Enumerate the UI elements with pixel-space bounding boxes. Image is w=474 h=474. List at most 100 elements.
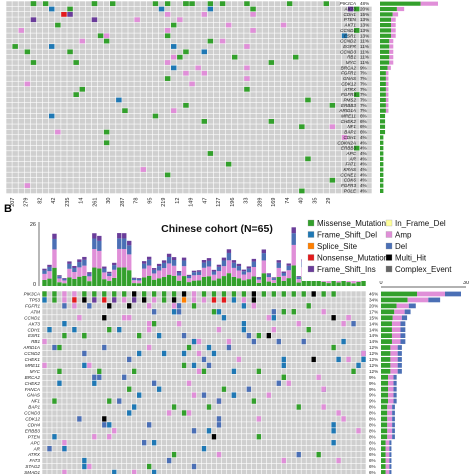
- grid-cell: [140, 156, 146, 162]
- grid-cell: [250, 65, 256, 71]
- sample-bar-segment: [72, 265, 77, 268]
- grid-cell: [326, 344, 331, 351]
- sample-bar-segment: [236, 266, 242, 271]
- grid-cell: [116, 12, 122, 17]
- mutation-cell: [311, 356, 316, 363]
- grid-cell: [195, 135, 201, 140]
- grid-cell: [158, 188, 165, 194]
- grid-cell: [201, 76, 207, 81]
- grid-cell: [82, 392, 87, 398]
- grid-cell: [241, 440, 247, 446]
- sample-bar-segment: [331, 280, 336, 286]
- sample-bar-segment: [266, 281, 271, 286]
- grid-cell: [323, 156, 329, 162]
- frequency-bar-del: [397, 368, 402, 374]
- grid-cell: [201, 151, 207, 156]
- grid-cell: [299, 183, 305, 188]
- grid-cell: [103, 86, 110, 92]
- grid-cell: [49, 38, 55, 44]
- grid-cell: [116, 28, 122, 33]
- grid-cell: [6, 161, 12, 167]
- grid-cell: [281, 416, 286, 422]
- frequency-bar-del: [408, 303, 416, 309]
- frequency-bar-missense: [381, 291, 417, 297]
- grid-cell: [156, 362, 162, 369]
- grid-cell: [219, 44, 226, 49]
- gene-label: FGFR4: [341, 92, 357, 97]
- grid-cell: [335, 6, 342, 12]
- grid-cell: [231, 344, 237, 351]
- grid-cell: [246, 309, 252, 315]
- gene-label: ATRX: [27, 452, 41, 457]
- grid-cell: [206, 392, 212, 398]
- grid-cell: [30, 65, 37, 71]
- grid-cell: [42, 102, 49, 108]
- grid-cell: [102, 463, 107, 470]
- grid-cell: [276, 457, 281, 464]
- grid-cell: [134, 183, 140, 188]
- grid-cell: [280, 145, 287, 151]
- grid-cell: [207, 86, 214, 92]
- grid-cell: [92, 398, 97, 404]
- grid-cell: [116, 177, 122, 183]
- grid-cell: [67, 92, 73, 97]
- grid-cell: [134, 65, 140, 71]
- grid-cell: [107, 332, 112, 339]
- grid-cell: [256, 38, 262, 44]
- grid-cell: [151, 350, 157, 357]
- grid-cell: [341, 65, 348, 71]
- grid-cell: [122, 327, 127, 333]
- grid-cell: [311, 28, 317, 33]
- grid-cell: [281, 392, 286, 398]
- grid-cell: [341, 54, 348, 60]
- grid-cell: [67, 350, 72, 357]
- grid-cell: [140, 49, 146, 55]
- grid-cell: [360, 38, 366, 44]
- grid-cell: [356, 374, 361, 380]
- grid-cell: [346, 398, 351, 404]
- mutation-cell: [57, 344, 62, 351]
- grid-cell: [18, 22, 24, 28]
- grid-cell: [164, 54, 171, 60]
- grid-cell: [280, 54, 287, 60]
- grid-cell: [356, 321, 361, 327]
- grid-cell: [361, 368, 366, 374]
- grid-cell: [67, 177, 73, 183]
- grid-cell: [335, 54, 342, 60]
- grid-cell: [360, 145, 366, 151]
- sample-bar-segment: [261, 260, 267, 274]
- grid-cell: [256, 410, 262, 416]
- grid-cell: [127, 392, 132, 398]
- grid-cell: [280, 129, 287, 135]
- grid-cell: [128, 124, 134, 130]
- grid-cell: [47, 303, 52, 309]
- grid-cell: [156, 398, 162, 404]
- gene-percent: 20%: [360, 7, 369, 12]
- grid-cell: [213, 124, 220, 130]
- grid-cell: [250, 161, 256, 167]
- grid-cell: [219, 97, 226, 103]
- grid-cell: [47, 350, 52, 357]
- grid-cell: [79, 167, 85, 172]
- grid-cell: [301, 410, 306, 416]
- grid-cell: [305, 135, 311, 140]
- grid-cell: [201, 332, 207, 339]
- grid-cell: [110, 92, 116, 97]
- grid-cell: [347, 140, 354, 146]
- sample-bar-segment: [107, 273, 112, 277]
- grid-cell: [196, 332, 202, 339]
- grid-cell: [317, 86, 323, 92]
- grid-cell: [244, 140, 250, 146]
- grid-cell: [296, 392, 301, 398]
- grid-cell: [128, 183, 134, 188]
- grid-cell: [238, 92, 244, 97]
- grid-cell: [347, 102, 354, 108]
- grid-cell: [127, 309, 132, 315]
- grid-cell: [140, 124, 146, 130]
- grid-cell: [296, 380, 301, 386]
- grid-cell: [335, 161, 342, 167]
- grid-cell: [117, 344, 122, 351]
- grid-cell: [256, 315, 262, 321]
- grid-cell: [137, 434, 142, 440]
- grid-cell: [268, 135, 275, 140]
